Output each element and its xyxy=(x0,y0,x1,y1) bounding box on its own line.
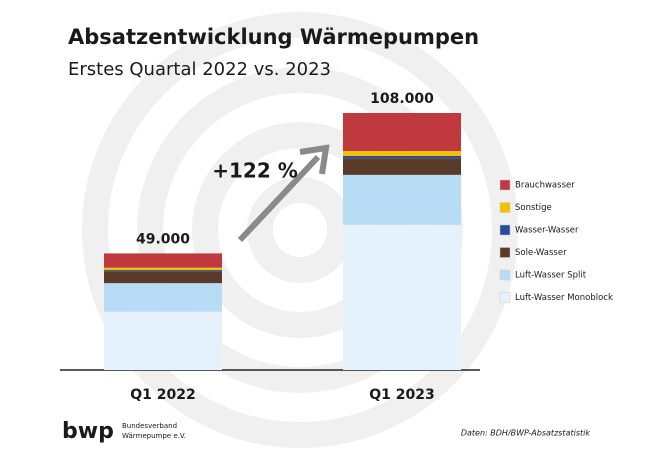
bar-segment xyxy=(343,151,461,156)
bar-segment xyxy=(104,253,222,268)
bar-segment xyxy=(343,113,461,152)
bar-segment xyxy=(104,267,222,271)
legend-swatch xyxy=(499,224,511,236)
bar-segment xyxy=(343,224,461,370)
legend-label: Wasser-Wasser xyxy=(515,226,579,236)
annotation: +122 % xyxy=(212,159,298,183)
bar-segment xyxy=(343,174,461,225)
chart-subtitle: Erstes Quartal 2022 vs. 2023 xyxy=(68,59,331,80)
source: Daten: BDH/BWP-Absatzstatistik xyxy=(461,429,591,438)
bar-segment xyxy=(104,270,222,272)
logo-subtitle: Bundesverband xyxy=(122,422,177,430)
x-tick-label: Q1 2023 xyxy=(369,387,434,403)
legend-swatch xyxy=(499,292,511,303)
total-label: 49.000 xyxy=(136,231,190,247)
bar-segment xyxy=(343,155,461,159)
legend-swatch xyxy=(499,202,511,213)
total-label: 108.000 xyxy=(370,91,434,107)
legend-label: Luft-Wasser Split xyxy=(515,271,587,281)
growth-arrow xyxy=(237,144,330,243)
logo: bwp xyxy=(62,419,114,444)
legend-label: Luft-Wasser Monoblock xyxy=(515,293,613,303)
legend-swatch xyxy=(499,179,511,191)
bar-segment xyxy=(104,311,222,370)
legend-label: Sole-Wasser xyxy=(515,248,567,258)
bar-segment xyxy=(104,271,222,284)
legend-label: Sonstige xyxy=(515,203,552,213)
bar-segment xyxy=(343,158,461,175)
chart-title: Absatzentwicklung Wärmepumpen xyxy=(68,25,479,49)
legend-label: Brauchwasser xyxy=(515,181,575,191)
logo-subtitle: Wärmepumpe e.V. xyxy=(122,432,186,440)
bar-segment xyxy=(104,283,222,312)
legend-swatch xyxy=(499,247,511,258)
legend-swatch xyxy=(499,269,511,281)
x-tick-label: Q1 2022 xyxy=(130,387,195,403)
